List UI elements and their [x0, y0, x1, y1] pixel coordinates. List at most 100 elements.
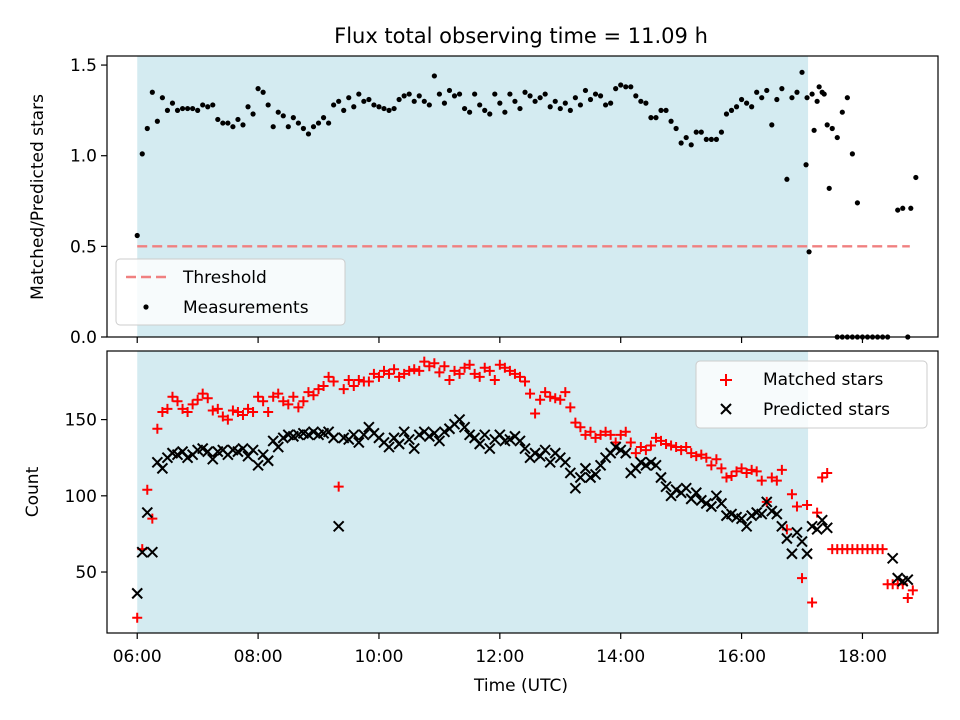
measurement-point — [900, 205, 906, 211]
measurement-point — [577, 102, 584, 108]
measurement-point — [285, 124, 291, 130]
matched-star-point — [877, 544, 888, 555]
matched-star-point — [711, 454, 722, 465]
top-measurement-points — [134, 69, 919, 340]
matched-star-point — [333, 481, 344, 492]
y-tick-label: 0.0 — [70, 328, 97, 348]
measurement-point — [698, 129, 704, 135]
matched-star-point — [802, 499, 813, 510]
matched-star-point — [323, 371, 334, 382]
measurement-point — [512, 98, 518, 104]
measurement-point — [205, 104, 211, 110]
matched-star-point — [172, 396, 183, 407]
matched-star-point — [404, 365, 415, 376]
measurement-point — [245, 104, 251, 110]
predicted-star-point — [806, 520, 818, 533]
predicted-star-point — [544, 456, 556, 468]
measurement-point — [597, 93, 604, 99]
top-legend: Threshold Measurements — [115, 258, 346, 326]
predicted-star-point — [479, 429, 491, 441]
legend-threshold-label: Threshold — [182, 268, 267, 288]
measurement-point — [527, 93, 533, 99]
matched-star-point — [701, 452, 712, 463]
matched-star-point — [459, 362, 470, 373]
measurement-point — [517, 105, 523, 112]
legend-matched-swatch — [720, 374, 732, 386]
predicted-star-point — [302, 429, 315, 441]
predicted-star-point — [645, 456, 657, 468]
measurement-point — [608, 100, 614, 106]
measurement-point — [759, 95, 765, 101]
predicted-star-point — [745, 509, 758, 522]
matched-star-point — [273, 388, 284, 399]
top-x-ticks — [136, 337, 864, 343]
measurement-point — [678, 140, 684, 146]
matched-star-point — [373, 371, 384, 382]
measurement-point — [467, 109, 473, 115]
matched-star-point — [494, 359, 505, 370]
matched-star-point — [439, 361, 450, 372]
measurement-point — [139, 151, 145, 157]
predicted-star-point — [141, 506, 153, 519]
predicted-star-point — [615, 444, 627, 456]
matched-star-point — [353, 374, 364, 385]
predicted-star-point — [232, 445, 244, 458]
measurement-point — [326, 120, 332, 126]
matched-star-point — [318, 381, 329, 392]
matched-star-point — [232, 406, 243, 417]
matched-star-point — [625, 437, 636, 448]
matched-star-point — [268, 391, 279, 402]
matched-star-point — [691, 451, 702, 462]
matched-star-point — [650, 432, 661, 443]
measurement-point — [497, 100, 503, 106]
x-tick-label: 08:00 — [234, 647, 283, 667]
matched-star-point — [807, 597, 818, 608]
measurement-point — [834, 134, 840, 141]
measurement-point — [200, 102, 206, 108]
predicted-star-point — [332, 520, 345, 533]
bottom-y-axis-label: Count — [23, 466, 43, 517]
x-tick-label: 14:00 — [596, 647, 645, 667]
matched-star-point — [434, 367, 445, 378]
measurement-point — [718, 129, 725, 135]
matched-star-point — [525, 388, 536, 399]
matched-star-point — [464, 359, 475, 370]
predicted-star-point — [574, 471, 587, 484]
predicted-star-point — [705, 500, 718, 513]
matched-star-point — [696, 449, 707, 460]
matched-star-point — [620, 426, 631, 437]
predicted-star-point — [700, 497, 713, 510]
measurement-point — [446, 87, 453, 94]
matched-star-point — [540, 387, 551, 398]
measurement-point — [421, 98, 427, 104]
matched-star-point — [716, 463, 727, 474]
matched-star-point — [509, 368, 520, 379]
matched-star-point — [469, 368, 480, 379]
matched-star-point — [676, 445, 687, 456]
matched-star-point — [535, 394, 546, 405]
matched-star-point — [580, 429, 591, 440]
measurement-point — [235, 116, 241, 123]
matched-star-point — [207, 405, 218, 416]
predicted-star-point — [791, 526, 803, 539]
measurement-point — [749, 104, 755, 110]
predicted-star-point — [801, 548, 813, 560]
predicted-star-point — [413, 429, 425, 441]
measurement-point — [567, 107, 573, 113]
matched-star-point — [253, 391, 264, 402]
measurement-point — [456, 91, 463, 97]
matched-star-point — [565, 402, 576, 413]
measurement-point — [396, 96, 402, 103]
matched-star-point — [771, 475, 782, 486]
measurement-point — [441, 100, 448, 106]
measurement-point — [472, 91, 478, 97]
matched-stars-points — [132, 356, 918, 623]
predicted-star-point — [383, 441, 395, 453]
matched-star-point — [797, 573, 808, 584]
matched-star-point — [343, 374, 354, 385]
matched-star-point — [202, 393, 213, 404]
predicted-star-point — [735, 512, 748, 525]
measurement-point — [814, 98, 820, 104]
measurement-point — [144, 125, 150, 132]
matched-star-point — [635, 442, 646, 453]
